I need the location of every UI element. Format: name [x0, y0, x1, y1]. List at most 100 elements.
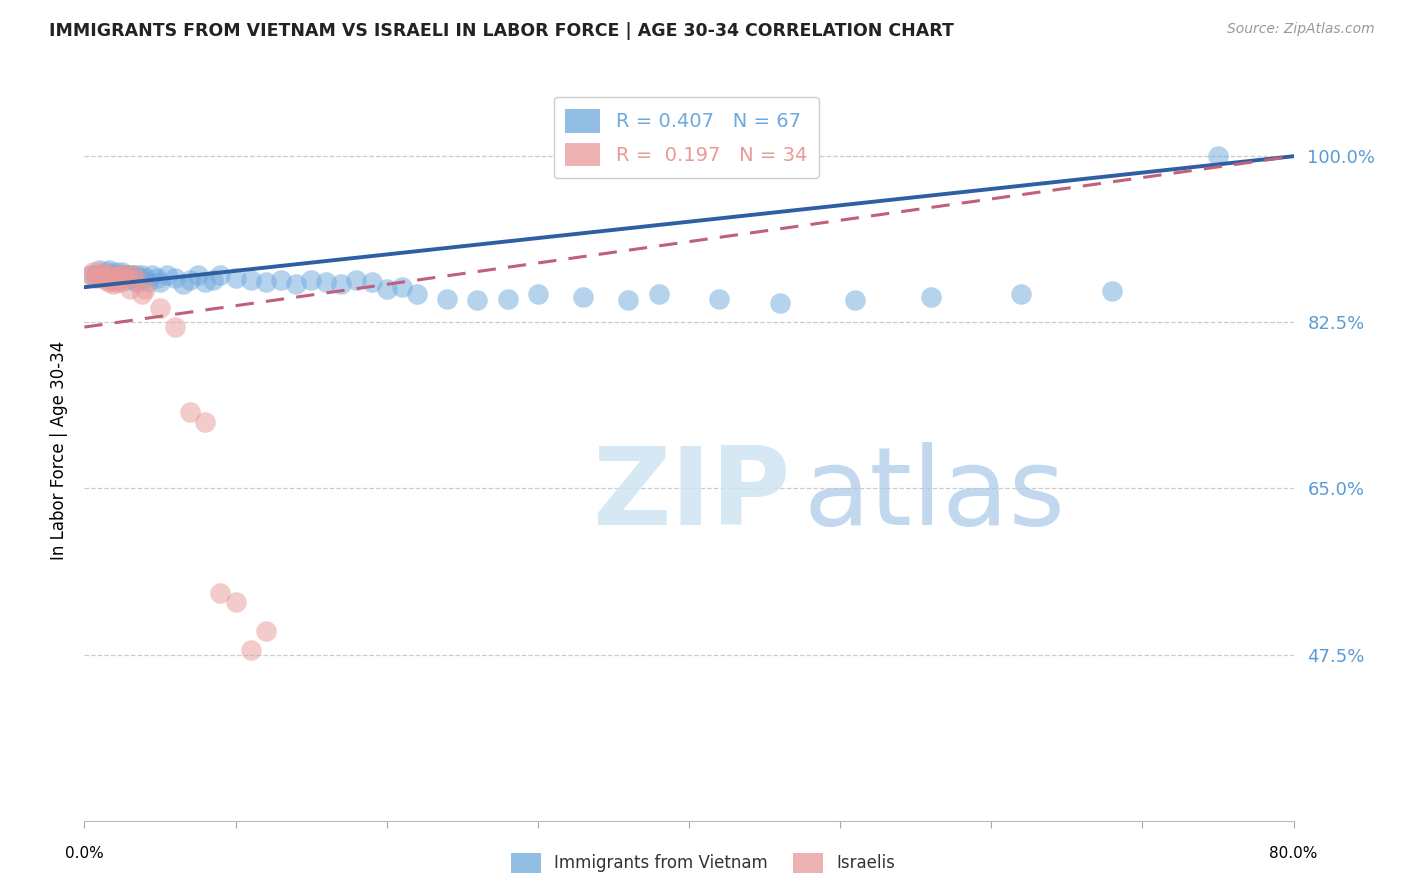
Legend: R = 0.407   N = 67, R =  0.197   N = 34: R = 0.407 N = 67, R = 0.197 N = 34 — [554, 97, 818, 178]
Point — [86, 268, 108, 282]
Point — [111, 265, 134, 279]
Point — [107, 272, 129, 286]
Point — [201, 272, 224, 286]
Point — [496, 292, 519, 306]
Point — [156, 268, 179, 282]
Point — [101, 270, 124, 285]
Point — [406, 286, 429, 301]
Point — [141, 268, 163, 282]
Point — [617, 293, 640, 308]
Point — [346, 272, 368, 286]
Point — [467, 293, 489, 308]
Point — [149, 301, 172, 315]
Point — [125, 275, 148, 289]
Text: 0.0%: 0.0% — [65, 846, 104, 861]
Point — [89, 268, 111, 282]
Point — [844, 293, 866, 308]
Point — [179, 405, 201, 419]
Point — [330, 277, 353, 292]
Point — [96, 268, 118, 282]
Point — [709, 292, 731, 306]
Point — [93, 268, 115, 282]
Text: 80.0%: 80.0% — [1270, 846, 1317, 861]
Point — [97, 263, 120, 277]
Point — [254, 275, 277, 289]
Point — [118, 282, 141, 296]
Point — [114, 272, 136, 286]
Point — [391, 280, 413, 294]
Point — [120, 270, 142, 285]
Point — [194, 275, 217, 289]
Point — [225, 595, 247, 609]
Point — [94, 272, 117, 286]
Point — [127, 272, 149, 286]
Point — [527, 286, 550, 301]
Point — [315, 275, 337, 289]
Point — [91, 270, 114, 285]
Point — [108, 268, 131, 282]
Point — [104, 270, 127, 285]
Point — [111, 268, 134, 282]
Point — [254, 624, 277, 638]
Point — [131, 268, 153, 282]
Point — [172, 277, 194, 292]
Point — [769, 296, 792, 310]
Point — [107, 268, 129, 282]
Point — [115, 268, 138, 282]
Legend: Immigrants from Vietnam, Israelis: Immigrants from Vietnam, Israelis — [505, 847, 901, 880]
Text: IMMIGRANTS FROM VIETNAM VS ISRAELI IN LABOR FORCE | AGE 30-34 CORRELATION CHART: IMMIGRANTS FROM VIETNAM VS ISRAELI IN LA… — [49, 22, 955, 40]
Point — [920, 290, 942, 304]
Point — [90, 265, 112, 279]
Y-axis label: In Labor Force | Age 30-34: In Labor Force | Age 30-34 — [49, 341, 67, 560]
Point — [225, 270, 247, 285]
Point — [648, 286, 671, 301]
Point — [1206, 149, 1229, 163]
Point — [299, 272, 322, 286]
Point — [98, 268, 121, 282]
Point — [1101, 284, 1123, 298]
Point — [179, 272, 201, 286]
Point — [100, 268, 122, 282]
Point — [105, 265, 128, 279]
Point — [91, 268, 114, 282]
Text: Source: ZipAtlas.com: Source: ZipAtlas.com — [1227, 22, 1375, 37]
Text: atlas: atlas — [804, 442, 1066, 548]
Point — [270, 272, 292, 286]
Text: ZIP: ZIP — [592, 442, 790, 548]
Point — [194, 415, 217, 429]
Point — [86, 270, 108, 285]
Point — [134, 282, 156, 296]
Point — [131, 286, 153, 301]
Point — [112, 268, 135, 282]
Point — [360, 275, 382, 289]
Point — [97, 275, 120, 289]
Point — [101, 277, 124, 292]
Point — [115, 268, 138, 282]
Point — [89, 263, 111, 277]
Point — [165, 270, 187, 285]
Point — [128, 270, 150, 285]
Point — [209, 268, 232, 282]
Point — [79, 268, 101, 282]
Point — [96, 265, 118, 279]
Point — [375, 282, 398, 296]
Point — [285, 277, 308, 292]
Point — [121, 268, 143, 282]
Point — [108, 270, 131, 285]
Point — [209, 586, 232, 600]
Point — [134, 270, 156, 285]
Point — [136, 275, 159, 289]
Point — [118, 268, 141, 282]
Point — [93, 268, 115, 282]
Point — [165, 320, 187, 334]
Point — [436, 292, 458, 306]
Point — [239, 642, 262, 657]
Point — [122, 272, 145, 286]
Point — [110, 268, 132, 282]
Point — [187, 268, 209, 282]
Point — [80, 268, 103, 282]
Point — [149, 275, 172, 289]
Point — [82, 265, 104, 279]
Point — [239, 272, 262, 286]
Point — [105, 275, 128, 289]
